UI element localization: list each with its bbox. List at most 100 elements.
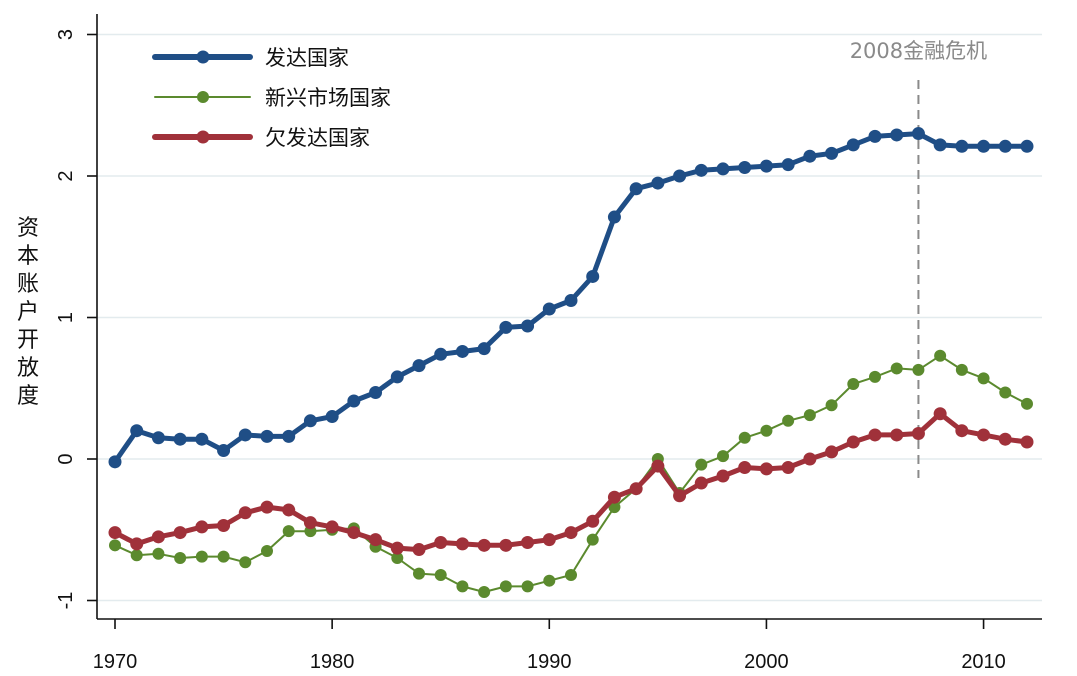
series-1-point-1970 (109, 539, 121, 552)
y-axis-label-char-1: 本 (17, 244, 39, 269)
series-0-point-1978 (282, 429, 296, 443)
series-2-point-1998 (716, 469, 730, 483)
series-0-point-2012 (1020, 139, 1034, 153)
series-0-point-1987 (477, 342, 491, 356)
series-0-point-1997 (694, 163, 708, 177)
series-0-point-1993 (607, 210, 621, 224)
series-0-point-2008 (933, 138, 947, 152)
y-axis-label-char-4: 开 (17, 328, 39, 353)
series-2-point-1993 (607, 490, 621, 504)
series-1-point-1999 (738, 431, 751, 444)
series-0-point-1982 (369, 385, 383, 399)
series-1-point-1991 (565, 569, 577, 582)
series-0-point-1983 (390, 370, 404, 384)
x-tick-label-1: 1980 (310, 651, 355, 673)
series-layer (108, 127, 1034, 599)
series-2-point-1978 (282, 503, 296, 517)
series-1-point-1988 (499, 580, 512, 593)
series-0-point-1986 (455, 344, 469, 358)
series-2-point-1971 (130, 537, 144, 551)
series-1-point-2011 (999, 386, 1012, 399)
series-2-point-2011 (998, 432, 1012, 446)
series-0-point-1992 (586, 269, 600, 283)
y-tick-label-3: 2 (55, 170, 77, 181)
series-2-point-1973 (173, 526, 187, 540)
series-1-point-1976 (239, 556, 252, 569)
series-1-point-1983 (391, 552, 404, 565)
series-0-point-2003 (825, 146, 839, 160)
series-2-point-1975 (217, 519, 231, 533)
x-tick-label-4: 2010 (961, 651, 1006, 673)
y-axis-label-char-0: 资 (17, 216, 39, 241)
series-1-point-1997 (695, 458, 708, 471)
series-1-point-1987 (478, 586, 491, 599)
series-0-point-2001 (781, 158, 795, 172)
series-0-point-2000 (759, 159, 773, 173)
series-2-point-1990 (542, 533, 556, 547)
series-2-point-1999 (738, 460, 752, 474)
series-1-point-2003 (825, 399, 838, 412)
series-2-point-2009 (955, 424, 969, 438)
series-0-point-2005 (868, 129, 882, 143)
legend-swatch-marker-1 (197, 91, 209, 103)
series-2-point-1979 (303, 516, 317, 530)
series-0-point-1996 (673, 169, 687, 183)
series-0-point-1971 (130, 424, 144, 438)
series-0-point-1981 (347, 394, 361, 408)
series-2-point-2008 (933, 407, 947, 421)
series-1-point-1973 (174, 552, 187, 565)
series-1-point-1986 (456, 580, 469, 593)
series-2-point-1981 (347, 526, 361, 540)
series-1-point-1975 (217, 550, 230, 563)
series-1-point-2000 (760, 424, 773, 437)
crisis-annotation-label: 2008金融危机 (850, 39, 987, 63)
series-0-point-1989 (521, 319, 535, 333)
series-2-point-2010 (977, 428, 991, 442)
series-0-point-1998 (716, 162, 730, 176)
series-0-point-1972 (151, 431, 165, 445)
y-axis-label-char-3: 户 (17, 300, 39, 325)
series-1-point-2005 (869, 370, 881, 383)
series-1-point-1984 (413, 567, 425, 580)
legend-swatch-marker-0 (196, 50, 210, 64)
series-0-point-1984 (412, 359, 426, 373)
series-1-point-1990 (543, 574, 556, 587)
series-0 (108, 127, 1034, 469)
series-0-point-2002 (803, 149, 817, 163)
series-0-point-1975 (217, 444, 231, 458)
series-2-point-1994 (629, 482, 643, 496)
series-1-point-2006 (890, 362, 903, 375)
series-1-point-1998 (717, 450, 729, 463)
series-2-point-2006 (890, 428, 904, 442)
series-2 (108, 407, 1034, 557)
series-0-point-1973 (173, 432, 187, 446)
series-2-point-1988 (499, 538, 513, 552)
x-tick-label-3: 2000 (744, 651, 789, 673)
series-2-point-1970 (108, 526, 122, 540)
series-2-point-1976 (238, 506, 252, 520)
series-2-point-2001 (781, 460, 795, 474)
y-axis-label-char-2: 账 (17, 272, 39, 297)
series-1-point-1989 (521, 580, 534, 593)
legend-swatch-marker-2 (196, 130, 210, 144)
series-2-point-2004 (846, 435, 860, 449)
series-2-point-1986 (455, 537, 469, 551)
series-0-point-1980 (325, 410, 339, 424)
series-1-point-2012 (1021, 397, 1033, 410)
legend-label-1: 新兴市场国家 (265, 86, 391, 110)
y-tick-label-0: -1 (55, 592, 77, 610)
legend-item-1: 新兴市场国家 (154, 86, 391, 110)
y-tick-label-4: 3 (55, 29, 77, 40)
series-1-point-1992 (586, 533, 599, 546)
y-tick-label-2: 1 (55, 312, 77, 323)
series-2-point-1996 (673, 489, 687, 503)
series-1-point-1977 (261, 544, 273, 557)
y-axis-label-char-6: 度 (17, 384, 39, 409)
annotation-layer: 2008金融危机 (850, 39, 987, 478)
series-0-point-1991 (564, 294, 578, 308)
legend-label-2: 欠发达国家 (265, 126, 370, 150)
series-0-point-1976 (238, 428, 252, 442)
